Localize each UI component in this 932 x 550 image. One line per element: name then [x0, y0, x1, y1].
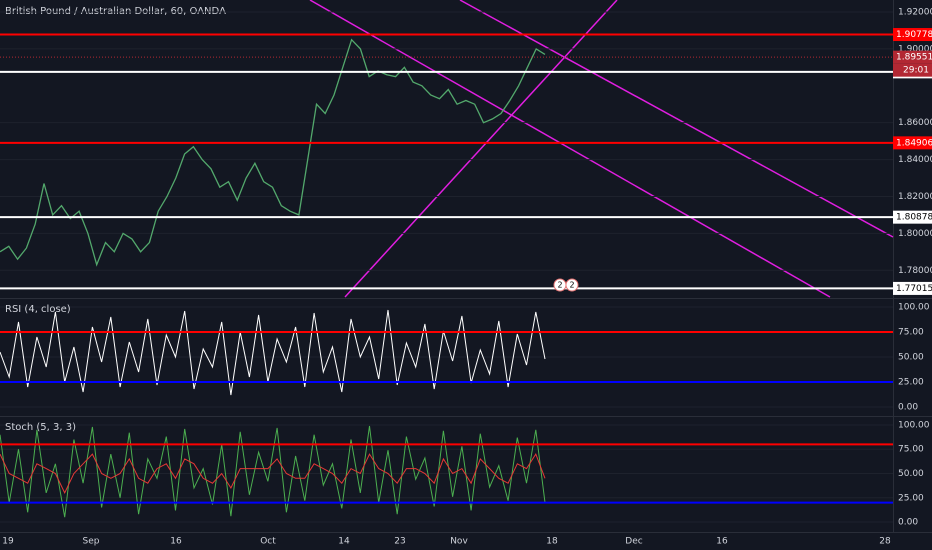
pane-title: Stoch (5, 3, 3)	[5, 422, 76, 433]
trend-line	[309, 0, 831, 298]
current-price-box	[893, 50, 932, 64]
series-line	[0, 309, 546, 396]
series-line	[0, 452, 546, 495]
y-tick-label: 75.00	[898, 445, 924, 455]
y-tick-label: 0.00	[898, 403, 918, 413]
x-tick-label: Dec	[625, 537, 642, 547]
y-tick-label: 75.00	[898, 328, 924, 338]
y-tick-label: 1.92000	[898, 7, 932, 17]
y-tick-label: 50.00	[898, 353, 924, 363]
event-label: 2	[569, 281, 574, 290]
y-tick-label: 1.86000	[898, 118, 932, 128]
level-label: 1.80878	[896, 213, 932, 223]
x-tick-label: 14	[338, 537, 350, 547]
y-tick-label: 50.00	[898, 469, 924, 479]
trend-lines	[309, 0, 894, 298]
level-label: 1.77015	[896, 284, 932, 294]
y-tick-label: 1.84000	[898, 155, 932, 165]
y-tick-label: 1.80000	[898, 229, 932, 239]
trend-line	[459, 0, 894, 238]
level-label-box	[893, 28, 932, 42]
x-tick-label: 16	[716, 537, 728, 547]
level-label-box	[893, 136, 932, 150]
x-tick-label: 16	[170, 537, 182, 547]
level-label-box	[893, 281, 932, 295]
x-tick-label: 18	[546, 537, 558, 547]
x-tick-label: 19	[2, 537, 14, 547]
y-tick-label: 0.00	[898, 518, 918, 528]
y-tick-label: 100.00	[898, 303, 930, 313]
x-tick-label: Sep	[83, 537, 100, 547]
level-label: 1.90778	[896, 30, 932, 40]
y-tick-label: 25.00	[898, 378, 924, 388]
x-tick-label: 28	[879, 537, 891, 547]
x-tick-label: Oct	[260, 537, 276, 547]
x-tick-label: 23	[394, 537, 405, 547]
x-tick-label: Nov	[450, 537, 468, 547]
countdown-label: 29:01	[903, 66, 929, 76]
series-line	[0, 38, 546, 267]
trend-line	[344, 0, 618, 298]
countdown-box	[893, 63, 932, 77]
event-label: 2	[557, 281, 562, 290]
level-label-box	[893, 210, 932, 224]
pane-title: RSI (4, close)	[5, 304, 71, 315]
level-label: 1.84906	[896, 138, 932, 148]
current-price-label: 1.89551	[896, 53, 932, 63]
y-tick-label: 1.90000	[898, 44, 932, 54]
series-line	[0, 425, 546, 518]
event-badge	[565, 278, 579, 292]
y-tick-label: 1.78000	[898, 266, 932, 276]
y-tick-label: 1.82000	[898, 192, 932, 202]
y-tick-label: 25.00	[898, 493, 924, 503]
y-tick-label: 100.00	[898, 420, 930, 430]
